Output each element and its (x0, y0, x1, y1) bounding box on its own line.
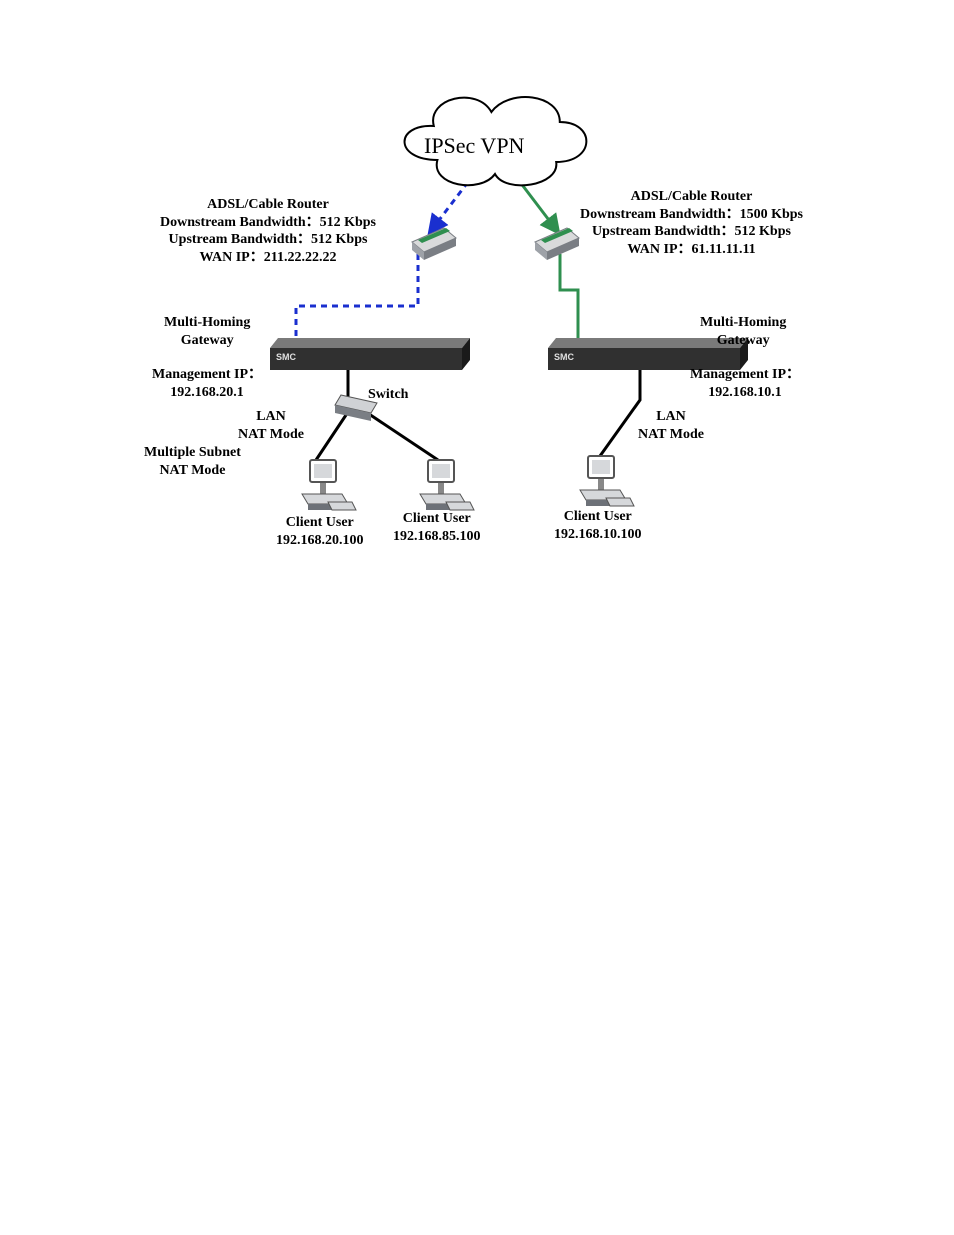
left-mgmt-label: Management IP： 192.168.20.1 (152, 366, 262, 401)
right-mgmt-label: Management IP： 192.168.10.1 (690, 366, 800, 401)
gateway-icon: SMC (270, 338, 470, 370)
router-icon (412, 228, 456, 260)
right-client-label: Client User 192.168.10.100 (554, 508, 642, 543)
left-client2-label: Client User 192.168.85.100 (393, 510, 481, 545)
left-client1-label: Client User 192.168.20.100 (276, 514, 364, 549)
right-adsl-label: ADSL/Cable Router Downstream Bandwidth：1… (580, 188, 803, 258)
svg-text:SMC: SMC (554, 352, 575, 362)
diagram-svg: SMC SMC (0, 0, 954, 1235)
client-pc-icon (302, 460, 356, 510)
cloud-label: IPSec VPN (424, 132, 524, 160)
svg-text:SMC: SMC (276, 352, 297, 362)
client-pc-icon (420, 460, 474, 510)
right-gateway-label: Multi-Homing Gateway (700, 314, 786, 349)
router-icon (535, 228, 579, 260)
client-pc-icon (580, 456, 634, 506)
switch-label: Switch (368, 386, 408, 404)
diagram-canvas: SMC SMC IPSec VPN ADSL/Cable Router Downs… (0, 0, 954, 1235)
left-msubnet-label: Multiple Subnet NAT Mode (144, 444, 241, 479)
left-gateway-label: Multi-Homing Gateway (164, 314, 250, 349)
right-lan-label: LAN NAT Mode (638, 408, 704, 443)
left-lan-label: LAN NAT Mode (238, 408, 304, 443)
left-adsl-label: ADSL/Cable Router Downstream Bandwidth：5… (160, 196, 376, 266)
